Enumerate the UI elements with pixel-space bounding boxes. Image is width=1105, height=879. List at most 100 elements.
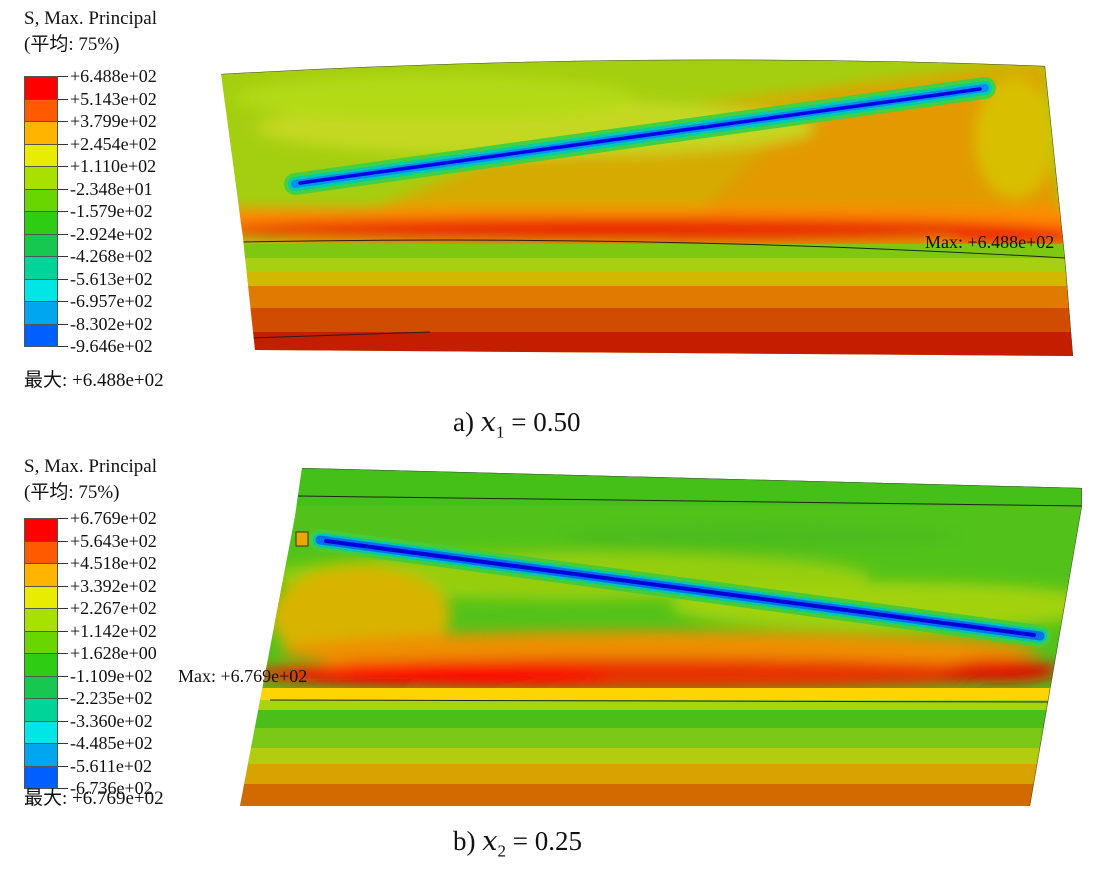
colorbar-tick-mark — [58, 211, 68, 212]
colorbar-tick-label: -4.268e+02 — [70, 246, 153, 266]
colorbar-swatch — [24, 166, 58, 190]
colorbar-tick-mark — [58, 121, 68, 122]
colorbar-tick-mark — [58, 346, 68, 347]
colorbar-tick-label: +2.454e+02 — [70, 133, 157, 154]
stress-contour-plot-a — [221, 59, 1073, 356]
colorbar-tick-label: -9.646e+02 — [70, 336, 153, 356]
colorbar-tick-label: -5.613e+02 — [70, 268, 153, 289]
colorbar-tick-label: -2.924e+02 — [70, 223, 153, 244]
colorbar-tick-label: -2.348e+01 — [70, 178, 153, 199]
caption-b: b) x2 = 0.25 — [453, 826, 582, 861]
colorbar-tick-label: +3.392e+02 — [70, 575, 157, 596]
panel-b: S, Max. Principal (平均: 75%) 最大: +6.769e+… — [0, 448, 1105, 868]
colorbar-tick-label: -6.736e+02 — [70, 778, 153, 798]
stress-contour-plot-b — [240, 468, 1082, 806]
colorbar-swatch — [24, 540, 58, 564]
colorbar-tick-label: -1.109e+02 — [70, 665, 153, 686]
colorbar-tick-label: +1.110e+02 — [70, 156, 157, 176]
colorbar-swatch — [24, 278, 58, 302]
colorbar-swatch — [24, 301, 58, 325]
caption-subscript: 2 — [497, 841, 506, 861]
colorbar-tick-label: -8.302e+02 — [70, 313, 153, 334]
colorbar-tick-mark — [58, 630, 68, 632]
colorbar-tick-label: +6.488e+02 — [70, 66, 157, 86]
colorbar-tick-label: +5.643e+02 — [70, 530, 157, 551]
caption-variable: x — [482, 826, 498, 857]
colorbar-tick-label: -5.611e+02 — [70, 755, 152, 776]
colorbar-tick-label: -1.579e+02 — [70, 201, 153, 221]
colorbar-tick-mark — [58, 563, 68, 564]
colorbar-tick-mark — [58, 698, 68, 699]
colorbar-swatch — [24, 720, 58, 744]
colorbar-swatch — [24, 563, 58, 587]
colorbar-tick-mark — [58, 233, 68, 235]
colorbar-tick-mark — [58, 518, 68, 519]
colorbar-tick-label: +2.267e+02 — [70, 598, 157, 618]
caption-subscript: 1 — [495, 422, 505, 442]
colorbar-tick-mark — [58, 76, 68, 77]
colorbar-tick-mark — [58, 188, 68, 190]
colorbar-swatch — [24, 256, 58, 280]
caption-label: b) — [453, 826, 476, 856]
colorbar-swatch — [24, 211, 58, 235]
caption-label: a) — [453, 407, 474, 437]
colorbar-swatch — [24, 698, 58, 722]
colorbar-swatch — [24, 76, 58, 100]
colorbar-tick-mark — [58, 540, 68, 542]
colorbar-swatch — [24, 743, 58, 767]
colorbar-tick-mark — [58, 720, 68, 722]
colorbar-tick-mark — [58, 278, 68, 280]
colorbar-tick-label: +6.769e+02 — [70, 508, 157, 528]
colorbar-tick-label: +5.143e+02 — [70, 88, 157, 109]
colorbar-swatch — [24, 98, 58, 122]
colorbar-tick-mark — [58, 323, 68, 325]
colorbar-tick-mark — [58, 743, 68, 744]
legend-averaging: (平均: 75%) — [24, 482, 120, 503]
colorbar-tick-mark — [58, 301, 68, 302]
colorbar-tick-label: -3.360e+02 — [70, 710, 153, 731]
colorbar-tick-mark — [58, 653, 68, 654]
colorbar-tick-mark — [58, 585, 68, 587]
colorbar-tick-label: -4.485e+02 — [70, 733, 153, 753]
legend-max-value: 最大: +6.769e+02 — [24, 788, 164, 809]
colorbar — [24, 76, 58, 347]
colorbar-tick-mark — [58, 788, 68, 789]
caption-value: = 0.25 — [512, 826, 582, 856]
colorbar-swatch — [24, 323, 58, 347]
colorbar-tick-mark — [58, 765, 68, 767]
colorbar-tick-mark — [58, 166, 68, 167]
max-stress-marker: Max: +6.769e+02 — [178, 666, 308, 686]
colorbar-tick-label: -6.957e+02 — [70, 291, 153, 311]
legend-max-value: 最大: +6.488e+02 — [24, 370, 164, 391]
colorbar-tick-label: +1.142e+02 — [70, 620, 157, 641]
colorbar-swatch — [24, 608, 58, 632]
colorbar-swatch — [24, 765, 58, 789]
caption-value: = 0.50 — [511, 407, 581, 437]
caption-variable: x — [480, 407, 496, 438]
colorbar-tick-label: +4.518e+02 — [70, 553, 157, 573]
colorbar-tick-mark — [58, 256, 68, 257]
colorbar-swatch — [24, 653, 58, 677]
legend-title: S, Max. Principal — [24, 456, 157, 477]
caption-a: a) x1 = 0.50 — [453, 407, 580, 442]
legend-title: S, Max. Principal — [24, 8, 157, 29]
colorbar-swatch — [24, 630, 58, 654]
colorbar-tick-mark — [58, 143, 68, 145]
colorbar-tick-mark — [58, 675, 68, 677]
colorbar — [24, 518, 58, 789]
colorbar-tick-mark — [58, 608, 68, 609]
colorbar-swatch — [24, 518, 58, 542]
colorbar-swatch — [24, 585, 58, 609]
colorbar-swatch — [24, 675, 58, 699]
max-stress-marker: Max: +6.488e+02 — [925, 232, 1055, 252]
colorbar-swatch — [24, 121, 58, 145]
colorbar-swatch — [24, 233, 58, 257]
colorbar-swatch — [24, 188, 58, 212]
colorbar-tick-label: -2.235e+02 — [70, 688, 153, 708]
colorbar-tick-label: +3.799e+02 — [70, 111, 157, 131]
colorbar-tick-mark — [58, 98, 68, 100]
legend-averaging: (平均: 75%) — [24, 34, 120, 55]
colorbar-swatch — [24, 143, 58, 167]
panel-a: S, Max. Principal (平均: 75%) 最大: +6.488e+… — [24, 8, 1073, 442]
colorbar-tick-label: +1.628e+00 — [70, 643, 157, 663]
